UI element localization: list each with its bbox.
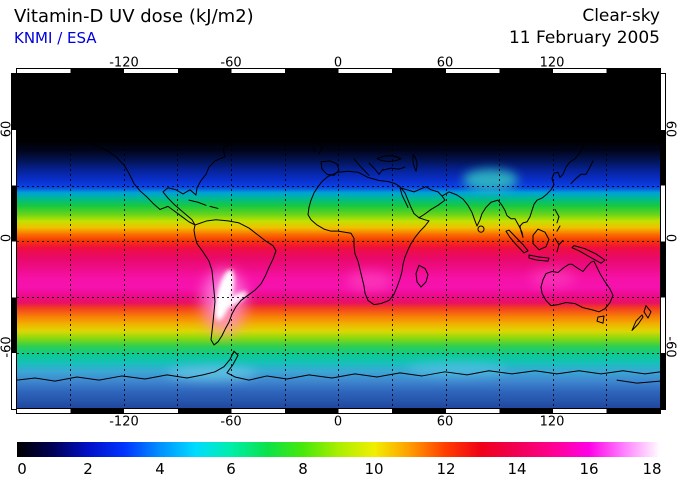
coastline-caribbean (189, 200, 218, 208)
coastline-new-guinea (572, 246, 605, 264)
colorbar-label-18: 18 (642, 460, 662, 478)
coastline-africa (308, 171, 429, 304)
date-label: 11 February 2005 (508, 28, 660, 48)
coastline-japan (571, 161, 593, 184)
colorbar-label-6: 6 (226, 460, 236, 478)
condition-label: Clear-sky (582, 6, 660, 26)
coastline-british-isles (313, 142, 322, 153)
colorbar (17, 442, 660, 457)
parallel-60n (17, 130, 660, 131)
lon-tick-bottom-0: 0 (333, 414, 343, 430)
coastline-java (529, 255, 549, 261)
colorbar-label-0: 0 (17, 460, 27, 478)
map-frame-right (660, 73, 666, 410)
colorbar-label-8: 8 (298, 460, 308, 478)
coastline-philippines (555, 209, 560, 231)
colorbar-label-2: 2 (83, 460, 93, 478)
colorbar-label-14: 14 (507, 460, 527, 478)
lon-tick-bottom-120: 120 (539, 414, 565, 430)
coastline-tasmania (597, 316, 604, 323)
lon-tick-top-60: 60 (436, 55, 454, 71)
lon-tick-bottom-60: 60 (436, 414, 454, 430)
coastline-south-america (194, 220, 276, 345)
coastline-new-zealand (632, 306, 651, 331)
coastline-antarctica (17, 351, 660, 383)
coastline-anatolia (383, 167, 405, 170)
parallel-60s (17, 353, 660, 354)
coastline-italy-greece (354, 159, 383, 176)
coastline-sri-lanka (478, 226, 484, 232)
lon-tick-bottom-m60: -60 (220, 414, 242, 430)
lon-tick-top-0: 0 (333, 55, 343, 71)
coastline-madagascar (416, 265, 428, 287)
coastline-south-asia (442, 144, 584, 237)
map-frame-left (11, 73, 17, 410)
coastline-arabia (400, 187, 445, 218)
colorbar-label-12: 12 (436, 460, 456, 478)
lon-tick-top-120: 120 (539, 55, 565, 71)
coastline-sulawesi (555, 238, 563, 251)
colorbar-label-16: 16 (579, 460, 599, 478)
colorbar-label-4: 4 (155, 460, 165, 478)
coastline-caspian-sea (413, 155, 417, 172)
coastline-australia (541, 261, 613, 312)
coastline-sumatra (506, 230, 528, 253)
lon-tick-top-m60: -60 (220, 55, 242, 71)
coastline-borneo (533, 229, 549, 250)
colorbar-label-10: 10 (364, 460, 384, 478)
coastlines-overlay (17, 74, 660, 408)
parallel-30s (17, 297, 660, 298)
lon-tick-bottom-m120: -120 (109, 414, 139, 430)
lon-tick-top-m120: -120 (109, 55, 139, 71)
page-title: Vitamin-D UV dose (kJ/m2) (14, 6, 254, 27)
parallel-30n (17, 186, 660, 187)
coastline-north-america (45, 113, 241, 225)
parallel-0 (17, 241, 660, 242)
coastline-iberia (321, 161, 339, 175)
coastline-black-sea (377, 156, 401, 162)
map-frame-bottom (16, 408, 661, 414)
world-map (17, 74, 660, 408)
map-frame-top (16, 68, 661, 74)
credit-label: KNMI / ESA (14, 29, 97, 47)
coastline-greenland (251, 88, 275, 117)
